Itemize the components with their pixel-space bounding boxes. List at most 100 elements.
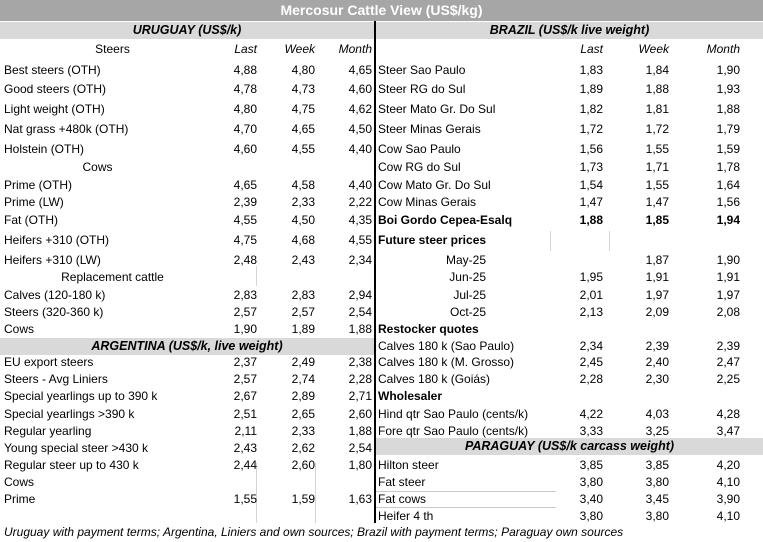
row-label: EU export steers — [4, 355, 94, 369]
row-label: Oct-25 — [449, 305, 486, 319]
row-value: 2,28 — [579, 372, 603, 386]
row-label: Special yearlings up to 390 k — [4, 389, 158, 403]
row-value: 1,55 — [645, 142, 669, 156]
paraguay-header: PARAGUAY (US$/k carcass weight) — [376, 438, 763, 455]
row-label: Best steers (OTH) — [4, 63, 101, 77]
row-value: 2,01 — [579, 288, 603, 302]
row-value: 2,67 — [233, 389, 257, 403]
row-label: Calves (120-180 k) — [4, 288, 106, 302]
row-label: Regular steer up to 430 k — [4, 458, 139, 472]
row-value: 4,28 — [716, 407, 740, 421]
row-value: 4,60 — [233, 142, 257, 156]
row-value: 1,54 — [579, 178, 603, 192]
steers-label: Steers — [95, 42, 130, 56]
uruguay-header: URUGUAY (US$/k) — [0, 22, 374, 39]
row-label: Fat steer — [378, 475, 426, 489]
row-label: Steer Mato Gr. Do Sul — [378, 102, 496, 116]
row-label: Hind qtr Sao Paulo (cents/k) — [378, 407, 529, 421]
grid-line — [256, 463, 257, 523]
brazil-header: BRAZIL (US$/k live weight) — [376, 22, 763, 39]
row-value: 2,57 — [233, 372, 257, 386]
row-value: 1,55 — [233, 492, 257, 506]
row-value: 2,48 — [233, 253, 257, 267]
row-value: 1,47 — [579, 195, 603, 209]
row-label: May-25 — [445, 253, 486, 267]
row-value: 1,93 — [716, 82, 740, 96]
row-value: 4,20 — [716, 458, 740, 472]
row-value: 1,83 — [579, 63, 603, 77]
row-label: Fore qtr Sao Paulo (cents/k) — [378, 424, 529, 438]
col-header-week: Week — [284, 42, 315, 56]
row-value: 2,38 — [348, 355, 372, 369]
row-value: 2,51 — [233, 407, 257, 421]
row-value: 2,22 — [348, 195, 372, 209]
row-label: Steer Minas Gerais — [378, 122, 481, 136]
row-value: 2,94 — [348, 288, 372, 302]
row-value: 2,65 — [291, 407, 315, 421]
row-label: Nat grass +480k (OTH) — [4, 122, 129, 136]
row-value: 1,71 — [645, 160, 669, 174]
row-value: 1,90 — [233, 322, 257, 336]
row-value: 1,88 — [348, 322, 372, 336]
row-value: 2,09 — [645, 305, 669, 319]
row-value: 1,72 — [645, 122, 669, 136]
row-value: 1,88 — [716, 102, 740, 116]
sheet-title: Mercosur Cattle View (US$/kg) — [0, 0, 763, 21]
row-label: Light weight (OTH) — [4, 102, 105, 116]
argentina-header: ARGENTINA (US$/k, live weight) — [0, 338, 374, 355]
row-value: 4,10 — [716, 475, 740, 489]
row-value: 2,83 — [291, 288, 315, 302]
cows-label: Cows — [82, 160, 113, 174]
row-value: 2,54 — [348, 305, 372, 319]
col-header-last: Last — [580, 42, 603, 56]
row-value: 4,50 — [348, 122, 372, 136]
row-value: 1,88 — [645, 82, 669, 96]
row-value: 1,89 — [579, 82, 603, 96]
row-value: 1,91 — [645, 270, 669, 284]
row-value: 1,56 — [579, 142, 603, 156]
argentina-cows-label: Cows — [4, 475, 35, 489]
footnote: Uruguay with payment terms; Argentina, L… — [4, 525, 624, 539]
row-label: Fat (OTH) — [4, 213, 58, 227]
row-value: 4,62 — [348, 102, 372, 116]
row-label: Steer RG do Sul — [378, 82, 466, 96]
row-value: 4,88 — [233, 63, 257, 77]
center-divider — [374, 21, 376, 523]
row-value: 2,39 — [233, 195, 257, 209]
row-value: 1,59 — [291, 492, 315, 506]
row-value: 2,39 — [645, 339, 669, 353]
row-label: Heifers +310 (LW) — [4, 253, 101, 267]
row-value: 2,33 — [291, 195, 315, 209]
row-value: 2,44 — [233, 458, 257, 472]
row-label: Prime — [4, 492, 36, 506]
row-value: 2,43 — [291, 253, 315, 267]
row-value: 4,55 — [233, 213, 257, 227]
row-value: 1,91 — [716, 270, 740, 284]
row-label: Steers - Avg Liniers — [4, 372, 108, 386]
row-value: 4,68 — [291, 233, 315, 247]
row-value: 3,80 — [579, 475, 603, 489]
row-label: Calves 180 k (M. Grosso) — [378, 355, 515, 369]
row-label: Hilton steer — [378, 458, 439, 472]
row-value: 2,71 — [348, 389, 372, 403]
row-value: 3,45 — [645, 492, 669, 506]
row-label: Cow Sao Paulo — [378, 142, 461, 156]
row-value: 2,11 — [234, 424, 257, 438]
row-value: 2,47 — [716, 355, 740, 369]
row-value: 2,49 — [291, 355, 315, 369]
row-label: Good steers (OTH) — [4, 82, 107, 96]
row-value: 2,54 — [348, 441, 372, 455]
row-label: Cow Minas Gerais — [378, 195, 477, 209]
row-value: 3,80 — [645, 475, 669, 489]
row-value: 4,40 — [348, 178, 372, 192]
grid-line-h — [376, 491, 556, 492]
row-value: 2,34 — [579, 339, 603, 353]
row-value: 4,70 — [233, 122, 257, 136]
row-value: 4,80 — [291, 63, 315, 77]
row-label: Cow RG do Sul — [378, 160, 461, 174]
grid-line — [315, 463, 316, 523]
row-value: 4,50 — [291, 213, 315, 227]
row-value: 1,85 — [645, 213, 669, 227]
row-label: Jul-25 — [453, 288, 486, 302]
row-value: 2,83 — [233, 288, 257, 302]
